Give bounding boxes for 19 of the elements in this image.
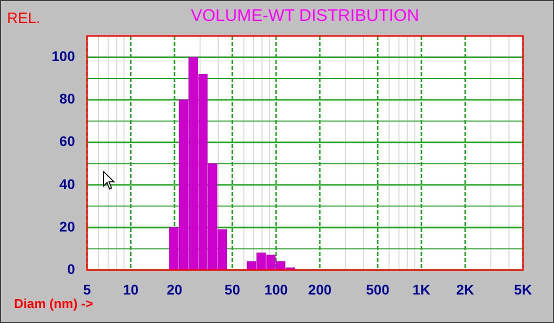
x-tick-label: 5 — [83, 281, 92, 298]
chart-title: VOLUME-WT DISTRIBUTION — [190, 6, 420, 26]
y-tick-label: 0 — [67, 260, 76, 277]
x-tick-label: 20 — [166, 281, 182, 298]
x-tick-label: 10 — [122, 281, 139, 298]
y-axis-title: REL. — [7, 10, 40, 27]
x-tick-label: 1K — [412, 281, 430, 298]
y-tick-label: 60 — [59, 133, 76, 150]
y-tick-label: 20 — [59, 218, 76, 234]
x-tick-label: 2K — [456, 281, 474, 298]
x-tick-label: 500 — [366, 281, 390, 298]
y-tick-label: 80 — [59, 90, 76, 107]
x-tick-label: 200 — [308, 281, 332, 298]
x-axis-title: Diam (nm) -> — [14, 296, 94, 311]
x-tick-label: 50 — [224, 281, 240, 298]
x-tick-label: 100 — [264, 281, 288, 298]
y-tick-label: 100 — [52, 48, 76, 64]
y-tick-label: 40 — [59, 176, 76, 192]
x-tick-label: 5K — [514, 281, 532, 298]
